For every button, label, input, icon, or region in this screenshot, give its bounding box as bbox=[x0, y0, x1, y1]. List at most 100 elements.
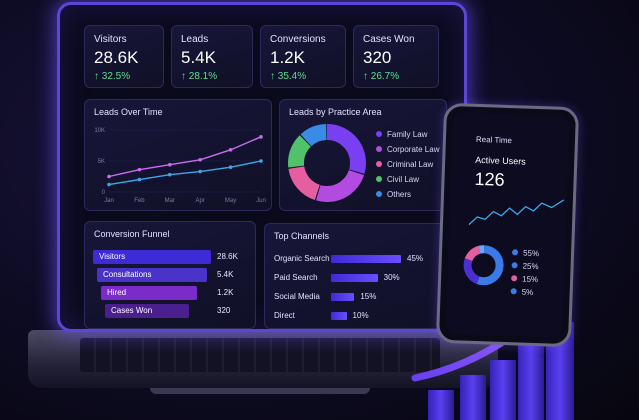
practice-area-donut bbox=[288, 124, 366, 202]
funnel-stage-label: Hired bbox=[107, 288, 127, 297]
active-users-label: Active Users bbox=[475, 154, 526, 167]
legend-item: Family Law bbox=[376, 130, 427, 139]
kpi-change: ↑ 26.7% bbox=[363, 71, 400, 82]
legend-dot-icon bbox=[376, 176, 382, 182]
funnel-stage[interactable]: Visitors bbox=[93, 250, 211, 264]
data-point[interactable] bbox=[137, 167, 142, 172]
data-point[interactable] bbox=[107, 174, 111, 179]
donut-slice[interactable] bbox=[288, 124, 366, 202]
x-tick-label: Jan bbox=[104, 198, 114, 204]
phone-legend-item: 25% bbox=[511, 261, 539, 272]
growth-bar bbox=[518, 345, 544, 420]
data-point[interactable] bbox=[228, 148, 233, 152]
data-point[interactable] bbox=[198, 157, 202, 162]
data-point[interactable] bbox=[198, 169, 202, 174]
data-point[interactable] bbox=[107, 182, 111, 187]
leads-line-chart: 10K 5K 0 Jan Feb Mar Apr May Jun bbox=[94, 128, 266, 204]
donut-slice[interactable] bbox=[288, 124, 366, 202]
x-tick-label: Apr bbox=[196, 198, 205, 204]
funnel-stage[interactable]: Hired bbox=[101, 286, 197, 300]
data-point[interactable] bbox=[168, 172, 172, 177]
phone-legend-item: 5% bbox=[510, 287, 534, 297]
laptop-keyboard bbox=[80, 338, 440, 372]
funnel-stage-value: 1.2K bbox=[217, 288, 234, 297]
funnel-stage-label: Visitors bbox=[99, 252, 126, 261]
channel-bar[interactable] bbox=[331, 312, 347, 320]
y-tick-label: 10K bbox=[94, 128, 105, 134]
kpi-card-conversions[interactable]: Conversions 1.2K ↑ 35.4% bbox=[260, 25, 346, 88]
legend-dot-icon bbox=[376, 191, 382, 197]
laptop-hinge bbox=[150, 388, 370, 394]
phone-legend-label: 25% bbox=[522, 261, 539, 272]
panel-title: Top Channels bbox=[274, 231, 330, 241]
data-point[interactable] bbox=[168, 162, 172, 167]
legend-dot-icon bbox=[510, 288, 517, 295]
phone-legend-label: 55% bbox=[522, 248, 540, 259]
kpi-label: Leads bbox=[181, 34, 209, 45]
funnel-stage-value: 5.4K bbox=[217, 270, 234, 279]
funnel-stage-label: Consultations bbox=[103, 270, 152, 279]
channel-value: 15% bbox=[360, 292, 377, 301]
legend-label: Others bbox=[387, 190, 412, 199]
data-point[interactable] bbox=[137, 177, 142, 182]
x-tick-label: Mar bbox=[165, 198, 175, 204]
channel-label: Social Media bbox=[274, 292, 320, 301]
growth-bar bbox=[428, 390, 454, 420]
phone-header: Real Time bbox=[475, 134, 513, 146]
data-point[interactable] bbox=[259, 159, 263, 163]
data-point[interactable] bbox=[228, 165, 233, 169]
phone-sparkline bbox=[468, 199, 565, 226]
donut-slice[interactable] bbox=[288, 124, 366, 202]
phone-device: Real Time Active Users 126 55% 25% 15% 5% bbox=[435, 102, 580, 348]
legend-label: Family Law bbox=[387, 130, 428, 139]
phone-donut bbox=[463, 245, 504, 286]
phone-legend-item: 15% bbox=[511, 274, 538, 284]
kpi-label: Conversions bbox=[270, 34, 326, 45]
legend-dot-icon bbox=[376, 131, 382, 137]
legend-item: Corporate Law bbox=[376, 145, 439, 154]
growth-bar bbox=[490, 360, 516, 420]
channel-bar[interactable] bbox=[331, 255, 401, 263]
channel-bar[interactable] bbox=[331, 274, 378, 282]
phone-screen: Real Time Active Users 126 55% 25% 15% 5% bbox=[445, 112, 570, 338]
kpi-change: ↑ 32.5% bbox=[94, 71, 131, 82]
y-tick-label: 0 bbox=[102, 190, 106, 196]
panel-title: Leads by Practice Area bbox=[289, 107, 382, 117]
legend-item: Criminal Law bbox=[376, 160, 433, 169]
funnel-stage-label: Cases Won bbox=[111, 306, 153, 315]
growth-bar bbox=[460, 375, 486, 420]
kpi-value: 5.4K bbox=[181, 48, 216, 67]
phone-legend-label: 15% bbox=[521, 274, 539, 285]
kpi-value: 1.2K bbox=[270, 48, 305, 67]
legend-dot-icon bbox=[511, 262, 518, 269]
funnel-stage[interactable]: Consultations bbox=[97, 268, 207, 282]
kpi-card-cases-won[interactable]: Cases Won 320 ↑ 26.7% bbox=[353, 25, 439, 88]
phone-legend: 55% 25% 15% 5% bbox=[453, 112, 570, 297]
y-tick-label: 5K bbox=[98, 159, 105, 165]
active-users-value: 126 bbox=[474, 168, 505, 190]
phone-legend-label: 5% bbox=[521, 287, 534, 297]
channel-value: 45% bbox=[407, 254, 424, 263]
channel-bar[interactable] bbox=[331, 293, 355, 301]
practice-area-panel[interactable]: Leads by Practice Area Family Law Corpora… bbox=[279, 99, 447, 211]
kpi-label: Cases Won bbox=[363, 34, 415, 45]
channel-value: 10% bbox=[352, 311, 369, 320]
series-line bbox=[108, 136, 262, 178]
legend-item: Civil Law bbox=[376, 175, 419, 184]
leads-over-time-panel[interactable]: Leads Over Time 10K 5K 0 Jan Feb Mar Apr May Jun bbox=[84, 99, 272, 211]
phone-legend-item: 55% bbox=[511, 248, 540, 259]
legend-dot-icon bbox=[376, 146, 382, 152]
laptop-screen: Visitors 28.6K ↑ 32.5% Leads 5.4K ↑ 28.1… bbox=[57, 2, 467, 332]
legend-item: Others bbox=[376, 190, 411, 199]
kpi-card-visitors[interactable]: Visitors 28.6K ↑ 32.5% bbox=[84, 25, 164, 88]
conversion-funnel-panel[interactable]: Conversion Funnel Visitors 28.6K Consultat… bbox=[84, 221, 256, 329]
kpi-change: ↑ 28.1% bbox=[181, 71, 218, 82]
x-tick-label: Jun bbox=[256, 198, 266, 204]
channel-label: Organic Search bbox=[274, 254, 330, 263]
funnel-stage-value: 320 bbox=[217, 306, 231, 315]
kpi-value: 320 bbox=[363, 48, 392, 67]
series-line bbox=[108, 160, 262, 186]
funnel-stage[interactable]: Cases Won bbox=[105, 304, 189, 318]
data-point[interactable] bbox=[259, 135, 263, 139]
kpi-card-leads[interactable]: Leads 5.4K ↑ 28.1% bbox=[171, 25, 253, 88]
